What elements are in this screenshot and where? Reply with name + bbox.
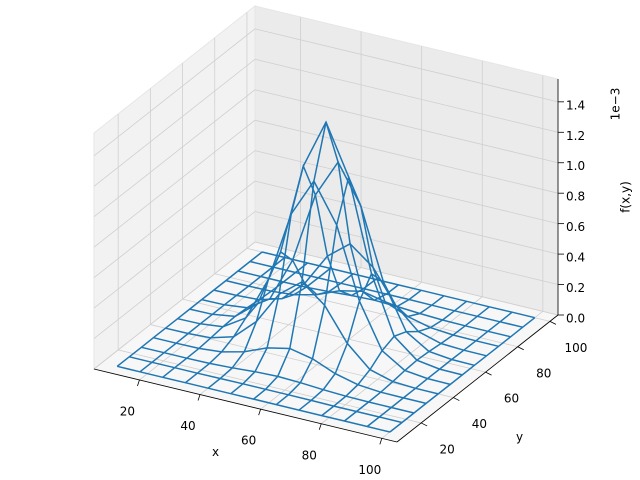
wire-y bbox=[139, 256, 286, 373]
grid-line bbox=[118, 349, 422, 424]
wire-y bbox=[343, 306, 490, 422]
grid-line bbox=[93, 241, 256, 370]
z-tick-label: 1.2 bbox=[566, 129, 585, 143]
grid-line bbox=[93, 89, 256, 218]
tick-mark bbox=[197, 394, 201, 401]
tick-mark bbox=[453, 397, 460, 401]
tick-mark bbox=[379, 438, 383, 445]
axis-line bbox=[396, 314, 559, 443]
wire-y bbox=[116, 251, 263, 367]
x-tick-label: 80 bbox=[302, 448, 317, 462]
z-axis-label: f(x,y) bbox=[619, 181, 633, 213]
x-axis-label: x bbox=[212, 445, 219, 459]
wire-y bbox=[366, 311, 513, 428]
y-tick-label: 20 bbox=[440, 442, 455, 456]
y-tick-label: 80 bbox=[536, 366, 551, 380]
axis-line bbox=[93, 368, 398, 443]
z-offset-label: 1e−3 bbox=[609, 88, 623, 121]
z-tick-label: 1.0 bbox=[566, 159, 585, 173]
z-tick-label: 0.4 bbox=[566, 251, 585, 265]
wire-y bbox=[298, 272, 445, 411]
y-tick-label: 60 bbox=[504, 392, 519, 406]
wire-y bbox=[207, 250, 354, 389]
grid-line bbox=[254, 119, 559, 194]
wire-y bbox=[184, 267, 331, 384]
grid-line bbox=[150, 324, 454, 398]
tick-mark bbox=[549, 320, 557, 325]
wire-y bbox=[321, 300, 468, 417]
y-axis-label: y bbox=[516, 430, 523, 444]
grid-line bbox=[93, 150, 256, 278]
x-tick-label: 20 bbox=[120, 404, 135, 418]
y-tick-label: 40 bbox=[472, 417, 487, 431]
wire-y bbox=[162, 262, 308, 378]
y-tick-label: 100 bbox=[564, 341, 587, 355]
tick-mark bbox=[420, 422, 428, 427]
tick-mark bbox=[517, 346, 524, 351]
tick-mark bbox=[258, 409, 262, 416]
grid-line bbox=[93, 180, 256, 309]
x-tick-label: 60 bbox=[241, 434, 256, 448]
grid-line bbox=[254, 89, 559, 164]
z-tick-label: 0.0 bbox=[566, 312, 585, 326]
tick-mark bbox=[318, 423, 322, 430]
grid-line bbox=[93, 119, 256, 248]
wire-y bbox=[230, 163, 377, 395]
wire-y bbox=[389, 317, 536, 433]
x-tick-label: 40 bbox=[180, 419, 195, 433]
tick-mark bbox=[137, 379, 140, 387]
z-tick-label: 0.2 bbox=[566, 281, 585, 295]
grid-line bbox=[139, 252, 301, 381]
grid-line bbox=[254, 58, 559, 133]
z-tick-label: 0.8 bbox=[566, 190, 585, 204]
x-tick-label: 100 bbox=[358, 463, 381, 477]
grid-line bbox=[182, 298, 486, 373]
tick-mark bbox=[485, 371, 492, 376]
z-tick-label: 1.4 bbox=[566, 98, 585, 112]
grid-line bbox=[321, 296, 483, 425]
grid-line bbox=[93, 211, 256, 339]
grid-line bbox=[254, 28, 559, 103]
grid-line bbox=[93, 58, 256, 187]
z-tick-label: 0.6 bbox=[566, 220, 585, 234]
grid-line bbox=[93, 28, 256, 157]
wire-y bbox=[253, 121, 399, 400]
